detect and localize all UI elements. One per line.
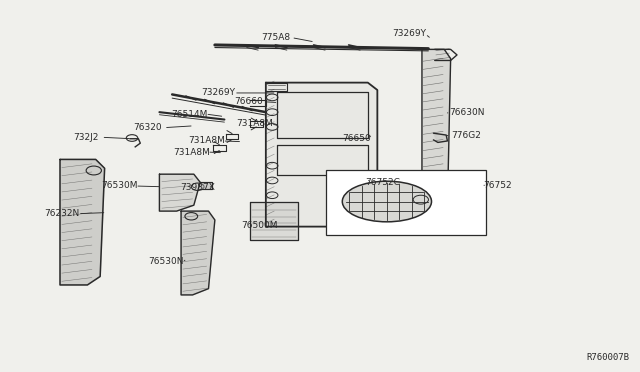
Text: 76650: 76650 <box>342 134 371 142</box>
Text: 731A8M: 731A8M <box>188 137 225 145</box>
Polygon shape <box>422 49 451 219</box>
Text: 76320: 76320 <box>134 123 163 132</box>
Text: 731A8M: 731A8M <box>237 119 273 128</box>
Text: 732J2: 732J2 <box>73 133 98 142</box>
Ellipse shape <box>342 181 431 222</box>
Polygon shape <box>159 174 200 211</box>
Text: 76660: 76660 <box>234 97 263 106</box>
Polygon shape <box>433 133 447 142</box>
Text: 775A8: 775A8 <box>261 33 290 42</box>
Polygon shape <box>266 83 378 227</box>
Text: 73269Y: 73269Y <box>392 29 426 38</box>
Text: 76630N: 76630N <box>449 108 484 118</box>
Text: 76752C: 76752C <box>365 178 400 187</box>
Text: 73987X: 73987X <box>180 183 215 192</box>
Bar <box>326 170 486 235</box>
Polygon shape <box>250 202 298 240</box>
Polygon shape <box>200 182 212 189</box>
Polygon shape <box>60 160 104 285</box>
Text: 76530M: 76530M <box>101 182 138 190</box>
Text: 73269Y: 73269Y <box>201 89 235 97</box>
Text: 76500M: 76500M <box>241 221 278 230</box>
Text: 76530N: 76530N <box>148 257 184 266</box>
Text: 76514M: 76514M <box>171 109 207 119</box>
Text: 76752: 76752 <box>483 181 511 190</box>
Text: 731A8M: 731A8M <box>173 148 210 157</box>
Polygon shape <box>181 211 215 295</box>
Text: 76232N: 76232N <box>44 209 79 218</box>
Text: 776G2: 776G2 <box>452 131 481 140</box>
Text: R760007B: R760007B <box>586 353 629 362</box>
